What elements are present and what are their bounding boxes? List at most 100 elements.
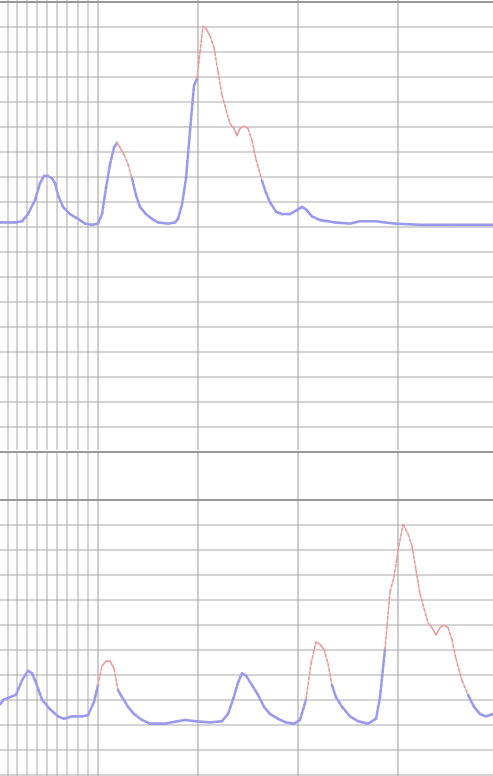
series-segment-highlight <box>407 533 413 547</box>
series-segment-highlight <box>199 25 204 54</box>
series-segment-highlight <box>236 127 241 137</box>
series-segment-highlight <box>196 51 201 80</box>
series-segment <box>33 181 42 202</box>
series-segment <box>156 221 170 225</box>
series-segment <box>132 712 144 722</box>
series-segment <box>304 208 314 218</box>
series-segment <box>116 688 124 699</box>
series-segment <box>288 208 300 216</box>
series-segment-highlight <box>221 94 227 111</box>
series-segment <box>56 193 65 209</box>
series-segment-highlight <box>323 648 329 665</box>
series-segment-highlight <box>217 70 223 97</box>
series-segment-highlight <box>225 108 231 125</box>
series-segment <box>244 674 254 687</box>
series-segment <box>268 200 278 214</box>
series-segment <box>100 186 108 216</box>
series-segment <box>318 218 337 224</box>
series-segment <box>40 698 52 711</box>
series-segment <box>176 203 184 221</box>
series-segment <box>262 705 272 716</box>
series-segment <box>180 177 188 206</box>
series-segment-highlight <box>233 127 238 137</box>
series-segment-highlight <box>389 576 395 593</box>
series-segment-highlight <box>213 46 219 73</box>
series-segment <box>68 212 80 221</box>
series-segment <box>393 222 422 227</box>
series-segment <box>268 712 280 721</box>
series-segment <box>104 162 112 190</box>
series-segment-highlight <box>402 523 409 535</box>
series-segment <box>130 177 138 197</box>
series-segment <box>208 719 224 724</box>
series-segment <box>260 179 268 195</box>
series-segment-highlight <box>384 590 391 651</box>
series-segment-highlight <box>451 638 457 660</box>
series-segment-highlight <box>419 593 425 610</box>
series-segment-highlight <box>255 158 263 182</box>
series-segment <box>76 217 87 225</box>
series-segment-highlight <box>97 665 103 687</box>
series-segment <box>61 205 72 216</box>
series-segment <box>276 717 288 724</box>
series-segment <box>374 695 382 721</box>
series-segment-highlight <box>116 141 121 149</box>
series-segment <box>378 647 387 699</box>
series-segment <box>30 671 38 685</box>
series-segment-highlight <box>310 641 317 665</box>
series-segment <box>86 700 96 717</box>
series-segment <box>120 695 130 709</box>
series-segment <box>126 705 136 716</box>
series-segment <box>34 681 44 701</box>
series-segment <box>256 693 266 709</box>
series-segment <box>140 718 152 725</box>
series-segment <box>466 693 476 709</box>
series-segment <box>38 174 46 185</box>
series-segment-highlight <box>431 626 437 636</box>
series-segment <box>348 219 362 225</box>
series-segment <box>310 215 322 222</box>
series-segment <box>348 715 360 723</box>
series-segment-highlight <box>327 662 333 687</box>
series-segment <box>188 84 196 133</box>
series-segment-highlight <box>119 146 125 156</box>
series-segment-highlight <box>123 153 129 165</box>
series-segment-highlight <box>251 139 257 161</box>
series-segment-highlight <box>393 549 399 579</box>
series-segment <box>48 707 60 718</box>
series-segment <box>264 191 272 204</box>
series-segment <box>163 719 180 725</box>
series-segment <box>236 671 244 685</box>
series-segment <box>53 181 60 197</box>
series-segment <box>250 683 260 697</box>
series-segment <box>472 705 482 716</box>
series-segment-highlight <box>247 127 253 142</box>
series-segment <box>192 77 199 88</box>
series-segment <box>96 212 104 225</box>
series-segment <box>184 129 192 180</box>
series-segment <box>231 681 240 701</box>
series-segment <box>20 212 30 223</box>
series-segment <box>14 679 24 697</box>
series-segment-highlight <box>435 626 441 636</box>
series-segment-highlight <box>455 657 463 682</box>
series-segment <box>356 719 370 725</box>
series-segment-highlight <box>113 667 119 691</box>
series-segment-highlight <box>127 163 133 180</box>
series-segment <box>108 146 116 166</box>
series-segment <box>26 198 37 216</box>
series-segment-highlight <box>319 643 325 651</box>
series-segment-highlight <box>461 679 469 696</box>
series-segment-highlight <box>415 569 421 595</box>
series-segment <box>330 683 338 699</box>
series-segment <box>112 141 119 149</box>
series-segment <box>220 712 230 723</box>
series-segment-highlight <box>423 607 429 624</box>
series-segment <box>20 669 30 682</box>
series-segment <box>226 698 235 716</box>
series-segment <box>183 718 197 723</box>
series-segment-highlight <box>447 626 453 641</box>
